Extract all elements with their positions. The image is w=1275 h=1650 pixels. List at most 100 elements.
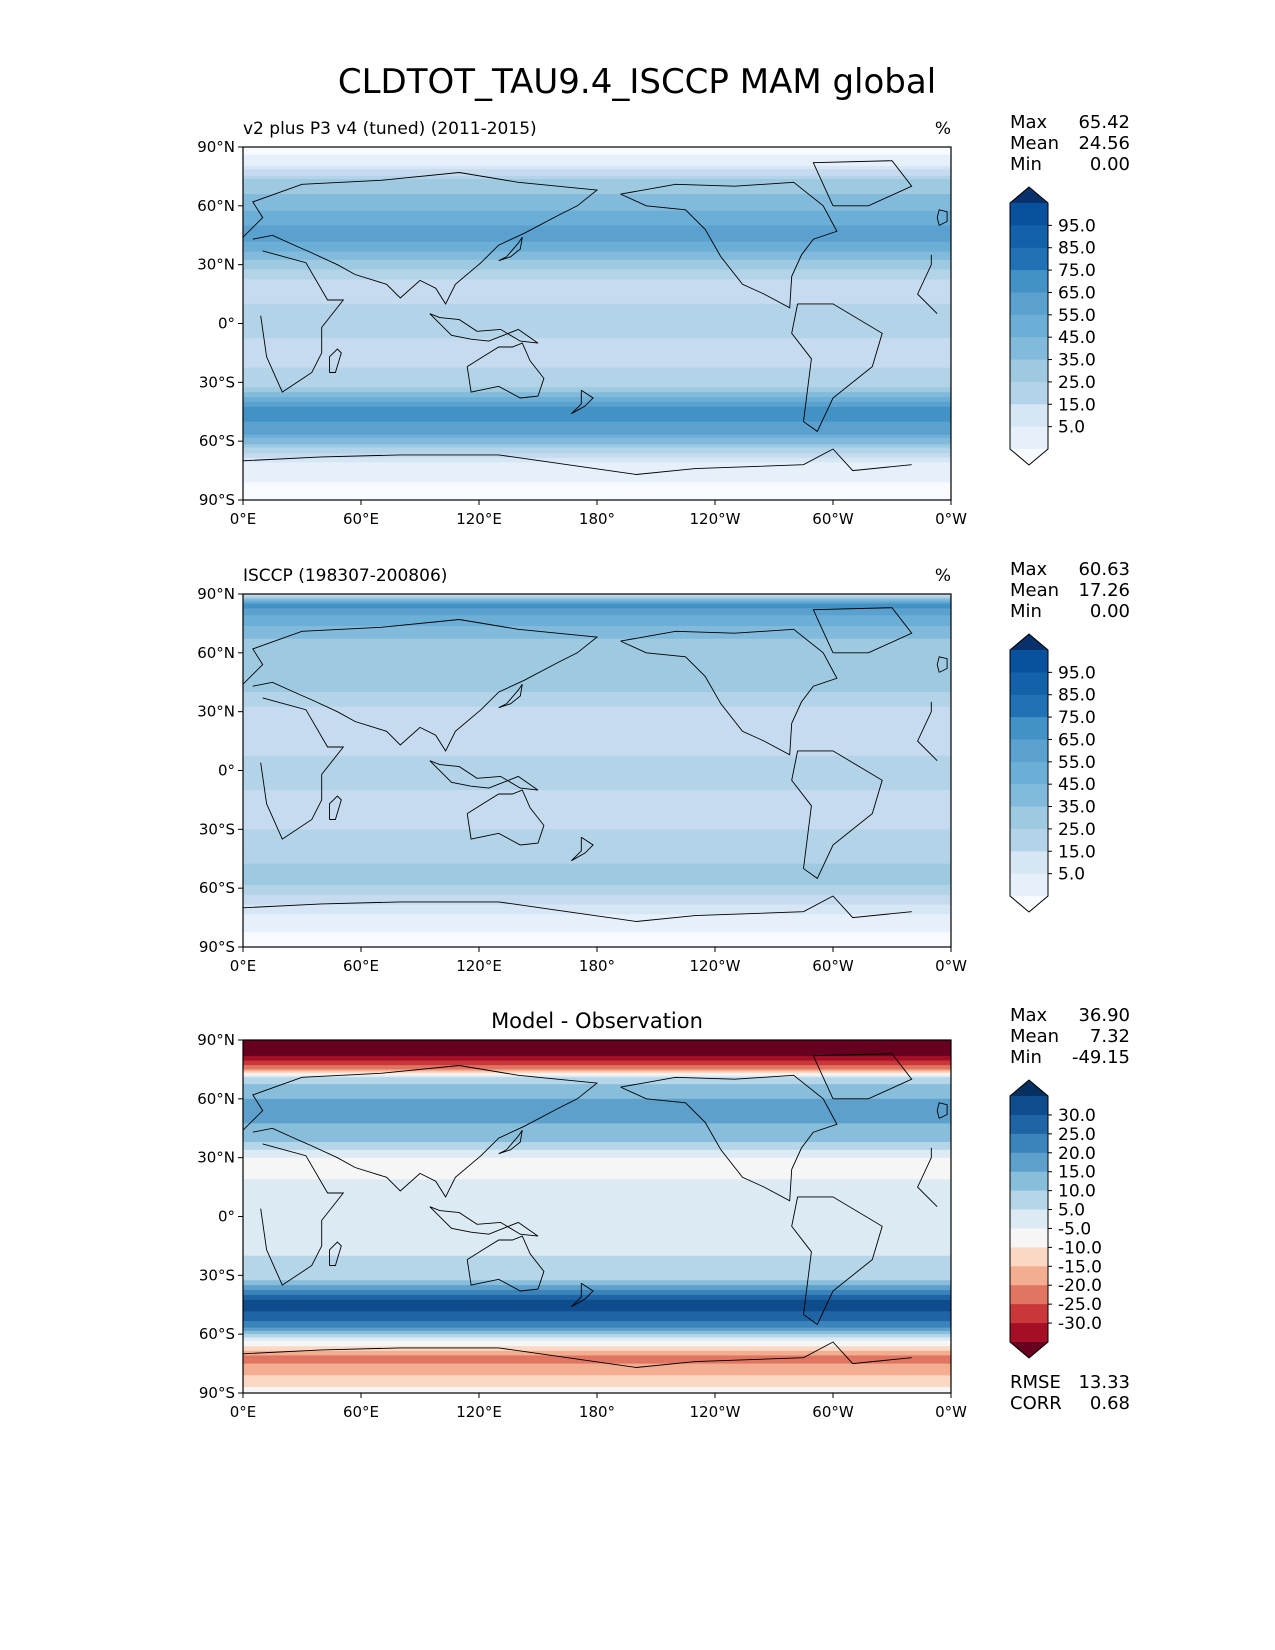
- map-band: [243, 1056, 951, 1059]
- map-band: [243, 290, 951, 298]
- panel-left-title: v2 plus P3 v4 (tuned) (2011-2015): [243, 119, 537, 139]
- map-band: [243, 215, 951, 222]
- colorbar-segment: [1010, 247, 1048, 271]
- lon-tick-label: 120°W: [690, 510, 741, 528]
- map-band: [243, 154, 951, 159]
- coastline: [429, 760, 539, 791]
- map-band: [243, 431, 951, 436]
- stat-label-mean: Mean: [1010, 1026, 1059, 1047]
- map-band: [243, 338, 951, 344]
- colorbar-label: -30.0: [1058, 1314, 1102, 1334]
- coastline: [620, 628, 838, 756]
- map-band: [243, 777, 951, 785]
- map-band: [243, 842, 951, 850]
- map-band: [243, 790, 951, 798]
- map-band: [243, 600, 951, 603]
- map-band: [243, 348, 951, 354]
- map-band: [243, 858, 951, 865]
- map-band: [243, 1330, 951, 1335]
- map-band: [243, 803, 951, 811]
- map-band: [243, 1062, 951, 1066]
- map-band: [243, 220, 951, 227]
- map-band: [243, 1311, 951, 1316]
- map-band: [243, 1069, 951, 1072]
- map-band: [243, 1058, 951, 1062]
- panel-center-title: Model - Observation: [491, 1009, 703, 1033]
- map-band: [243, 1343, 951, 1347]
- colorbar-segment: [1010, 1114, 1048, 1135]
- map-band: [243, 182, 951, 187]
- map-band: [243, 602, 951, 605]
- map-band: [243, 606, 951, 609]
- lat-tick-label: 60°N: [197, 644, 235, 662]
- map-band: [243, 736, 951, 742]
- map-band: [243, 937, 951, 943]
- map-band: [243, 615, 951, 619]
- coastline: [329, 1241, 342, 1266]
- map-band: [243, 230, 951, 236]
- colorbar-segment: [1010, 381, 1048, 405]
- lon-tick-label: 180°: [579, 1403, 615, 1421]
- map-band: [243, 1285, 951, 1291]
- colorbar-label: 45.0: [1058, 775, 1096, 795]
- colorbar-label: 85.0: [1058, 239, 1096, 259]
- lat-tick-label: 0°: [218, 1208, 235, 1226]
- map-band: [243, 437, 951, 442]
- stat-label-mean: Mean: [1010, 133, 1059, 154]
- map-band: [243, 770, 951, 778]
- coastline: [812, 1053, 913, 1100]
- map-band: [243, 1375, 951, 1382]
- map-band: [243, 617, 951, 623]
- map-band: [243, 1216, 951, 1224]
- map-band: [243, 796, 951, 804]
- map-band: [243, 594, 951, 597]
- corr-value: 0.68: [1090, 1393, 1130, 1414]
- map-band: [243, 595, 951, 598]
- panel-diff: Model - Observation 90°N 60°N 30°N 0° 30°S 60°…: [197, 1005, 1130, 1421]
- map-band: [243, 1053, 951, 1057]
- map-band: [243, 669, 951, 677]
- map-band: [243, 1089, 951, 1095]
- map-band: [243, 701, 951, 708]
- coastline: [260, 250, 938, 393]
- lat-tick-label: 30°S: [199, 1266, 235, 1284]
- map-band: [243, 175, 951, 180]
- map-band: [243, 1357, 951, 1365]
- map-band: [243, 1355, 951, 1359]
- map-band: [243, 1051, 951, 1055]
- map-band: [243, 169, 951, 174]
- colorbar-segment: [1010, 359, 1048, 383]
- colorbar: 95.0 85.075.065.0 55.045.0 35.025.015.0 5.0: [1009, 186, 1096, 466]
- map-band: [243, 1317, 951, 1322]
- map-field: [243, 1040, 951, 1393]
- map-band: [243, 152, 951, 156]
- map-band: [243, 415, 951, 419]
- map-band: [243, 630, 951, 636]
- figure-title: CLDTOT_TAU9.4_ISCCP MAM global: [338, 62, 936, 102]
- map-band: [243, 1304, 951, 1309]
- colorbar-segment: [1010, 426, 1048, 450]
- colorbar-label: 25.0: [1058, 373, 1096, 393]
- lon-tick-label: 60°W: [812, 510, 854, 528]
- coastline: [466, 342, 545, 399]
- map-band: [243, 1275, 951, 1281]
- map-band: [243, 884, 951, 889]
- map-band: [243, 917, 951, 924]
- coastline: [498, 683, 523, 709]
- map-band: [243, 731, 951, 737]
- coastline: [429, 313, 539, 344]
- map-band: [243, 382, 951, 388]
- map-band: [243, 434, 951, 439]
- map-band: [243, 1324, 951, 1329]
- map-band: [243, 816, 951, 824]
- map-band: [243, 822, 951, 830]
- rmse-value: 13.33: [1078, 1372, 1130, 1393]
- map-band: [243, 868, 951, 875]
- map-band: [243, 750, 951, 757]
- colorbar-label: 15.0: [1058, 1163, 1096, 1183]
- stat-label-mean: Mean: [1010, 580, 1059, 601]
- coastline: [620, 1074, 838, 1202]
- map-band: [243, 352, 951, 359]
- map-band: [243, 238, 951, 243]
- lat-tick-label: 90°N: [197, 1031, 235, 1049]
